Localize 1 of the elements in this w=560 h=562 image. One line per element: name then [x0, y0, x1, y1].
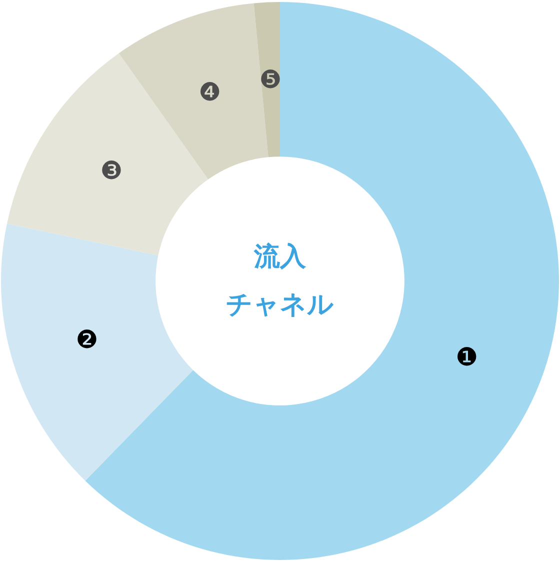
title: 流入チャネル: [226, 242, 334, 320]
